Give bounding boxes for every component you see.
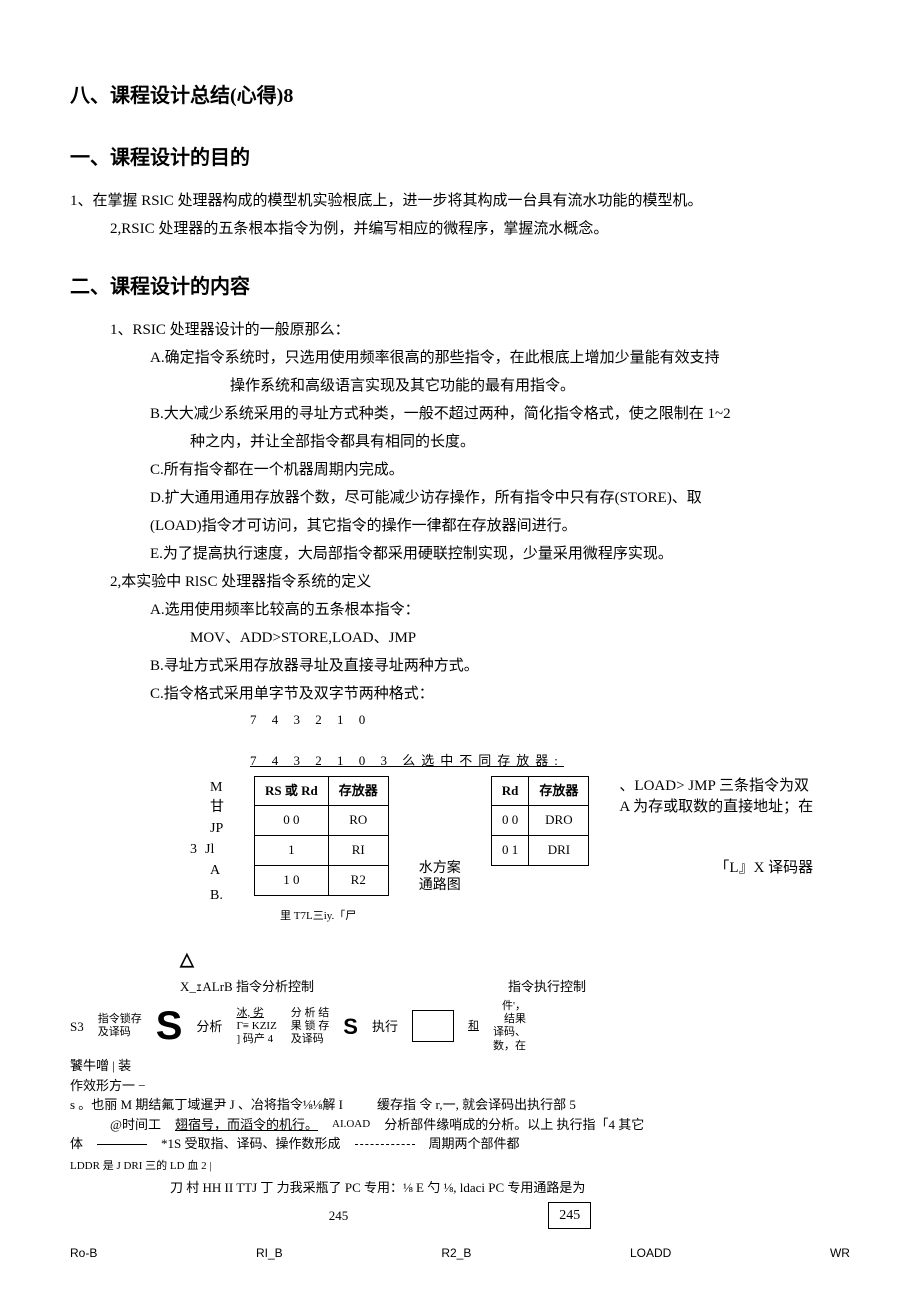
- messy-diagram-area: △ X_ｪALrB 指令分析控制 指令执行控制 S3 指令锁存及译码 S 分析 …: [70, 946, 850, 1262]
- zhouqi: 周期两个部件都: [429, 1134, 520, 1154]
- fenxi-buj: 分析部件缘哨成的分析。以上 执行指「4 其它: [384, 1115, 644, 1135]
- content-1d2: (LOAD)指令才可访问，其它指令的操作一律都在存放器间进行。: [150, 514, 850, 538]
- mid-column: 水方案 通路图: [419, 776, 461, 905]
- heading-1: 一、课程设计的目的: [70, 142, 850, 174]
- bit-labels-1: 7 4 3 2 1 0: [250, 710, 850, 731]
- aioad: AI.OAD: [332, 1116, 370, 1133]
- tables-row: M 甘 JP 3Jl A B. RS 或 Rd存放器 0 0RO 1RI 1 0…: [210, 776, 850, 905]
- content-2: 2,本实验中 RlSC 处理器指令系统的定义: [110, 570, 850, 594]
- star-line: *1S 受取指、译码、操作数形成: [161, 1134, 340, 1154]
- line-s-r: 缓存指 令 r,一, 就会译码出执行部 5: [377, 1095, 576, 1115]
- content-2b: B.寻址方式采用存放器寻址及直接寻址两种方式。: [150, 654, 850, 678]
- big-s-2: S: [343, 1010, 358, 1043]
- right-side-text: 、LOAD> JMP 三条指令为双 A 为存或取数的直接地址；在 「L』X 译码…: [619, 776, 813, 879]
- content-1: 1、RSIC 处理器设计的一般原那么：: [110, 318, 850, 342]
- lx-decoder: 「L』X 译码器: [619, 858, 813, 879]
- content-1a: A.确定指令系统时，只选用使用频率很高的那些指令，在此根底上增加少量能有效支持: [150, 346, 850, 370]
- line-s: s 。也丽 M 期结氟丁域暹尹 J 、冶将指令⅛⅛解 I: [70, 1095, 343, 1115]
- s3-label: S3: [70, 1017, 84, 1037]
- num-245-a: 245: [329, 1206, 349, 1226]
- num-245-b: 245: [548, 1202, 591, 1229]
- bit-labels-2: 7 4 3 2 1 0 3 么选中不同存放器:: [250, 751, 850, 772]
- content-1e: E.为了提高执行速度，大局部指令都采用硬联控制实现，少量采用微程序实现。: [150, 542, 850, 566]
- heading-2: 二、课程设计的内容: [70, 271, 850, 303]
- zuoxiao: 作效形方一 −: [70, 1076, 146, 1096]
- purpose-2: 2,RSIC 处理器的五条根本指令为例，并编写相应的微程序，掌握流水概念。: [110, 217, 850, 241]
- box-icon: [412, 1010, 454, 1042]
- lddr-line: LDDR 是 J DRI 三的 LD 血 2 |: [70, 1158, 850, 1175]
- time-label: @时间工: [110, 1115, 161, 1135]
- content-1c: C.所有指令都在一个机器周期内完成。: [150, 458, 850, 482]
- content-2a2: MOV、ADD>STORE,LOAD、JMP: [190, 626, 850, 650]
- bottom-t: 里 T7L三iy.「尸: [280, 908, 850, 926]
- exec-control: 指令执行控制: [508, 977, 586, 997]
- footer-labels: Ro-B RI_B R2_B LOADD WR: [70, 1244, 850, 1262]
- content-2a: A.选用使用频率比较高的五条根本指令：: [150, 598, 850, 622]
- niu-text: 饕牛噌 | 装: [70, 1056, 131, 1076]
- content-1b: B.大大减少系统采用的寻址方式种类，一般不超过两种，简化指令格式，使之限制在 1…: [150, 402, 850, 426]
- content-1a2: 操作系统和高级语言实现及其它功能的最有用指令。: [230, 374, 850, 398]
- purpose-1: 1、在掌握 RSlC 处理器构成的模型机实验根底上，进一步将其构成一台具有流水功…: [70, 189, 850, 213]
- register-table-1: RS 或 Rd存放器 0 0RO 1RI 1 0R2: [254, 776, 389, 896]
- ttj-line: 刀 村 HH II TTJ 丁 力我采瓶了 PC 专用：⅛ E 勺 ⅛, lda…: [170, 1178, 850, 1198]
- chisu: 翅宿号，而滔令的机行。: [175, 1115, 318, 1135]
- ti: 体: [70, 1134, 83, 1154]
- big-s-1: S: [156, 996, 183, 1056]
- content-1b2: 种之内，并让全部指令都具有相同的长度。: [190, 430, 850, 454]
- x-alrb: X_ｪALrB 指令分析控制: [180, 977, 314, 997]
- register-table-2: Rd存放器 0 0DRO 0 1DRI: [491, 776, 590, 866]
- content-1d: D.扩大通用通用存放器个数，尽可能减少访存操作，所有指令中只有存(STORE)、…: [150, 486, 850, 510]
- content-2c: C.指令格式采用单字节及双字节两种格式：: [150, 682, 850, 706]
- x-icon: △: [180, 949, 194, 969]
- left-column-letters: M 甘 JP 3Jl A B.: [210, 780, 224, 905]
- heading-8: 八、课程设计总结(心得)8: [70, 80, 850, 112]
